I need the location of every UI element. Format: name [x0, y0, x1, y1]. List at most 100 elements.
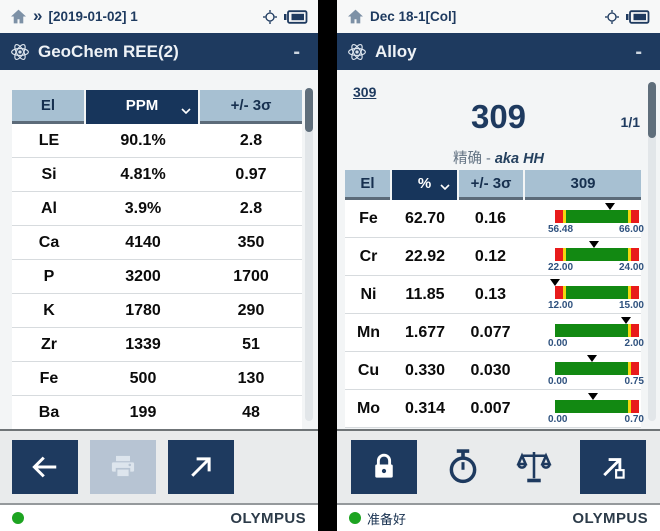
- element-value: 199: [129, 403, 157, 421]
- column-header-sigma[interactable]: +/- 3σ: [200, 90, 302, 124]
- spec-range-bar: 0.00 0.75: [548, 354, 644, 387]
- element-sigma: 0.97: [235, 165, 267, 183]
- element-symbol: Zr: [41, 335, 57, 353]
- element-symbol: Si: [41, 165, 57, 183]
- element-value: 0.330: [404, 361, 446, 379]
- right-status-bar: 准备好 OLYMPUS: [337, 503, 660, 531]
- scrollbar-thumb[interactable]: [648, 82, 656, 138]
- element-symbol: Mo: [356, 399, 381, 417]
- page-indicator: 1/1: [620, 114, 640, 130]
- spec-range-cell: 0.00 0.75: [523, 354, 644, 387]
- table-row[interactable]: Cu 0.330 0.030 0.00 0.75: [345, 352, 644, 390]
- column-header-element[interactable]: El: [12, 90, 84, 124]
- element-symbol: Cr: [359, 247, 378, 265]
- table-row[interactable]: Cr 22.92 0.12 22.00 24.00: [345, 238, 644, 276]
- ready-indicator: [12, 512, 24, 524]
- table-row[interactable]: Ba 199 48: [12, 396, 302, 429]
- table-row[interactable]: Al 3.9% 2.8: [12, 192, 302, 226]
- element-value: 90.1%: [120, 131, 166, 149]
- element-value: 1.677: [404, 323, 446, 341]
- atom-icon: [11, 43, 29, 60]
- column-header-ppm[interactable]: PPM: [86, 90, 198, 124]
- range-max: 2.00: [624, 338, 644, 349]
- column-header-sigma[interactable]: +/- 3σ: [459, 170, 523, 200]
- table-row[interactable]: Fe 62.70 0.16 56.48 66.00: [345, 200, 644, 238]
- breadcrumb-chevrons-icon: »: [33, 6, 43, 25]
- element-sigma: 2.8: [239, 131, 263, 149]
- element-sigma: 0.077: [470, 323, 511, 341]
- scrollbar-track[interactable]: [305, 88, 313, 421]
- table-row[interactable]: Ni 11.85 0.13 12.00 15.00: [345, 276, 644, 314]
- home-icon[interactable]: [347, 9, 364, 24]
- spec-range-cell: 0.00 2.00: [523, 316, 644, 349]
- range-min: 0.00: [548, 414, 568, 425]
- home-icon[interactable]: [10, 9, 27, 24]
- export-button[interactable]: [579, 440, 646, 494]
- printer-icon: [111, 455, 135, 478]
- element-symbol: Ba: [38, 403, 60, 421]
- table-row[interactable]: Ca 4140 350: [12, 226, 302, 260]
- right-results-area: 309 309 1/1 精确 - aka HH El % +/- 3σ 309 …: [337, 70, 660, 429]
- element-sigma: 350: [237, 233, 265, 251]
- table-row[interactable]: Mn 1.677 0.077 0.00 2.00: [345, 314, 644, 352]
- matched-grade: 309: [470, 98, 527, 135]
- range-min: 12.00: [548, 300, 574, 311]
- table-row[interactable]: Fe 500 130: [12, 362, 302, 396]
- element-value: 22.92: [404, 247, 446, 265]
- right-app-title-bar: Alloy -: [337, 33, 660, 70]
- value-marker-icon: [550, 279, 560, 286]
- left-device-screen: » [2019-01-02] 1 GeoChem REE(2) - El PPM…: [0, 0, 318, 531]
- column-header-element[interactable]: El: [345, 170, 390, 200]
- range-min: 0.00: [548, 376, 568, 387]
- chevron-down-icon: [181, 108, 191, 114]
- table-row[interactable]: Mo 0.314 0.007 0.00 0.70: [345, 390, 644, 428]
- table-row[interactable]: LE 90.1% 2.8: [12, 124, 302, 158]
- lock-button[interactable]: [351, 440, 417, 494]
- range-max: 66.00: [618, 224, 644, 235]
- column-header-grade-spec[interactable]: 309: [525, 170, 641, 200]
- table-row[interactable]: Zr 1339 51: [12, 328, 302, 362]
- element-sigma: 290: [237, 301, 265, 319]
- table-row[interactable]: P 3200 1700: [12, 260, 302, 294]
- export-arrow-icon: [603, 458, 625, 479]
- element-value: 500: [129, 369, 157, 387]
- column-header-percent[interactable]: %: [392, 170, 457, 200]
- scrollbar-track[interactable]: [648, 82, 656, 421]
- alloy-results-table: El % +/- 3σ 309 Fe 62.70 0.16 56.48 66.00: [345, 170, 644, 428]
- spec-range-cell: 56.48 66.00: [523, 202, 644, 235]
- app-title: Alloy: [375, 41, 417, 61]
- minimize-button[interactable]: -: [635, 40, 642, 63]
- spec-range-bar: 12.00 15.00: [548, 278, 644, 311]
- battery-icon: [626, 9, 650, 24]
- minimize-button[interactable]: -: [293, 40, 300, 63]
- element-symbol: Fe: [359, 209, 378, 227]
- value-marker-icon: [620, 317, 631, 324]
- range-max: 15.00: [618, 300, 644, 311]
- range-max: 0.75: [624, 376, 644, 387]
- timer-button[interactable]: [439, 440, 487, 494]
- gps-crosshair-icon: [263, 9, 277, 24]
- element-sigma: 2.8: [239, 199, 263, 217]
- element-sigma: 0.16: [474, 209, 507, 227]
- calibration-button[interactable]: [510, 440, 558, 494]
- table-row[interactable]: K 1780 290: [12, 294, 302, 328]
- value-marker-icon: [588, 241, 599, 248]
- spec-range-cell: 0.00 0.70: [523, 392, 644, 425]
- spec-range-bar: 0.00 2.00: [548, 316, 644, 349]
- value-marker-icon: [587, 393, 598, 400]
- export-button[interactable]: [168, 440, 234, 494]
- right-device-screen: Dec 18-1[Col] Alloy - 309 309 1/1 精确 - a…: [337, 0, 660, 531]
- scrollbar-thumb[interactable]: [305, 88, 313, 132]
- breadcrumb: [2019-01-02] 1: [48, 9, 138, 24]
- app-title: GeoChem REE(2): [38, 41, 179, 61]
- element-symbol: Cu: [357, 361, 380, 379]
- grade-history-link[interactable]: 309: [353, 84, 377, 100]
- table-row[interactable]: Si 4.81% 0.97: [12, 158, 302, 192]
- ready-indicator: [349, 512, 361, 524]
- back-button[interactable]: [12, 440, 78, 494]
- element-sigma: 0.13: [474, 285, 507, 303]
- element-sigma: 0.030: [470, 361, 511, 379]
- element-symbol: LE: [38, 131, 60, 149]
- print-button[interactable]: [90, 440, 156, 494]
- left-status-bar: OLYMPUS: [0, 503, 318, 531]
